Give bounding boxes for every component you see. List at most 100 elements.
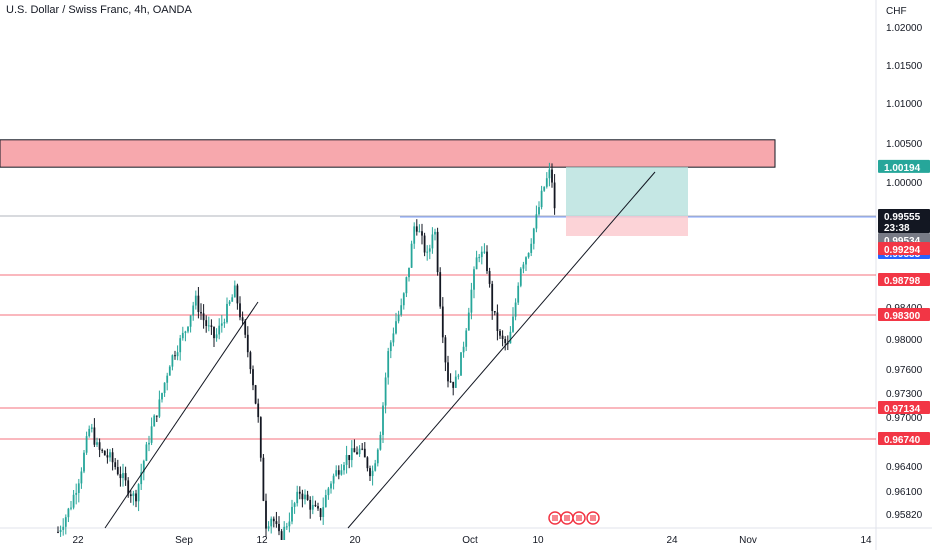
candle-body[interactable] (205, 320, 208, 326)
candle-body[interactable] (70, 507, 72, 509)
candle-body[interactable] (187, 326, 189, 332)
candle-body[interactable] (501, 335, 504, 339)
candle-body[interactable] (527, 252, 530, 258)
candle-body[interactable] (543, 186, 546, 191)
candle-body[interactable] (504, 338, 507, 344)
candle-body[interactable] (434, 231, 436, 235)
candle-body[interactable] (478, 257, 481, 259)
candle-body[interactable] (369, 468, 371, 477)
candle-body[interactable] (324, 495, 327, 508)
candle-body[interactable] (535, 214, 538, 229)
candle-body[interactable] (153, 415, 156, 427)
candle-body[interactable] (496, 312, 499, 331)
candle-body[interactable] (327, 488, 330, 496)
candle-body[interactable] (353, 448, 356, 453)
candle-body[interactable] (223, 322, 226, 324)
candle-body[interactable] (252, 369, 254, 386)
candle-body[interactable] (275, 521, 278, 525)
candle-body[interactable] (545, 178, 548, 187)
candle-body[interactable] (213, 326, 215, 339)
candle-body[interactable] (200, 312, 202, 314)
candle-body[interactable] (348, 455, 351, 461)
candle-body[interactable] (103, 450, 106, 456)
candle-body[interactable] (262, 457, 265, 501)
candle-body[interactable] (194, 295, 197, 306)
candle-body[interactable] (90, 427, 93, 429)
candle-body[interactable] (176, 352, 179, 357)
candle-body[interactable] (330, 483, 332, 489)
candle-body[interactable] (439, 272, 442, 307)
candle-body[interactable] (278, 524, 280, 532)
candle-body[interactable] (155, 415, 158, 417)
candle-body[interactable] (462, 346, 465, 353)
candle-body[interactable] (291, 506, 293, 522)
candle-body[interactable] (408, 267, 410, 278)
candle-body[interactable] (83, 452, 85, 472)
candle-body[interactable] (270, 518, 273, 527)
candle-body[interactable] (116, 466, 119, 475)
candle-body[interactable] (137, 484, 140, 502)
candle-body[interactable] (67, 508, 70, 518)
candle-body[interactable] (93, 427, 96, 445)
candle-body[interactable] (114, 462, 117, 467)
candle-body[interactable] (272, 518, 275, 522)
candle-body[interactable] (184, 331, 187, 333)
candle-body[interactable] (233, 285, 236, 298)
candle-body[interactable] (246, 334, 249, 353)
candle-body[interactable] (288, 521, 291, 527)
candle-body[interactable] (405, 277, 408, 294)
candle-body[interactable] (218, 325, 221, 335)
candle-body[interactable] (111, 452, 114, 463)
candle-body[interactable] (57, 531, 59, 533)
candle-body[interactable] (335, 470, 338, 476)
candle-body[interactable] (376, 449, 379, 464)
candle-body[interactable] (226, 303, 228, 323)
candle-body[interactable] (311, 504, 314, 510)
candle-body[interactable] (509, 331, 512, 344)
candle-body[interactable] (402, 293, 405, 306)
candle-body[interactable] (306, 494, 309, 500)
candle-body[interactable] (436, 231, 439, 273)
candle-body[interactable] (345, 455, 348, 465)
candle-body[interactable] (161, 393, 163, 400)
candle-body[interactable] (499, 330, 501, 336)
candle-body[interactable] (548, 169, 551, 179)
candle-body[interactable] (483, 251, 486, 253)
candle-body[interactable] (174, 355, 176, 357)
candle-body[interactable] (80, 471, 83, 484)
candle-body[interactable] (350, 448, 353, 461)
candle-body[interactable] (470, 289, 473, 313)
candle-body[interactable] (387, 351, 390, 378)
candle-body[interactable] (475, 257, 478, 270)
candle-body[interactable] (140, 472, 143, 485)
candle-body[interactable] (127, 480, 130, 495)
candle-body[interactable] (356, 452, 358, 455)
candle-body[interactable] (361, 448, 364, 450)
candle-body[interactable] (171, 355, 174, 367)
candle-body[interactable] (228, 301, 231, 304)
candle-body[interactable] (447, 362, 449, 382)
candle-body[interactable] (426, 251, 429, 253)
candle-body[interactable] (371, 470, 374, 477)
candle-body[interactable] (400, 305, 403, 315)
candle-body[interactable] (317, 506, 319, 509)
candle-body[interactable] (64, 517, 67, 527)
candle-body[interactable] (249, 352, 252, 370)
candle-body[interactable] (473, 269, 475, 290)
candle-body[interactable] (337, 470, 340, 475)
candle-body[interactable] (525, 257, 527, 265)
candle-body[interactable] (415, 226, 418, 232)
candle-body[interactable] (158, 399, 161, 417)
candle-body[interactable] (512, 316, 514, 332)
candle-body[interactable] (431, 234, 434, 249)
candle-body[interactable] (358, 448, 361, 455)
candle-body[interactable] (486, 251, 488, 272)
candle-body[interactable] (215, 334, 218, 339)
candle-body[interactable] (382, 405, 384, 435)
candle-body[interactable] (280, 531, 283, 540)
candle-body[interactable] (519, 268, 522, 286)
trendline-2[interactable] (347, 171, 656, 529)
candle-body[interactable] (132, 493, 135, 497)
candle-body[interactable] (88, 428, 91, 437)
